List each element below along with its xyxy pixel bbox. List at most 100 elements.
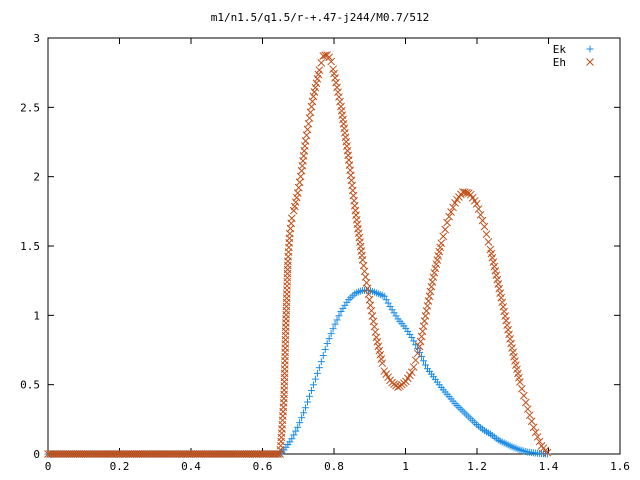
data-point	[252, 450, 261, 458]
data-point	[67, 450, 76, 458]
data-point	[394, 383, 402, 392]
data-point	[236, 450, 245, 458]
data-point	[312, 79, 321, 88]
data-point	[120, 450, 129, 458]
data-point	[171, 450, 180, 458]
data-point	[340, 124, 349, 133]
data-point	[105, 450, 113, 458]
data-point	[132, 450, 141, 458]
data-point	[281, 323, 290, 332]
data-point	[99, 450, 107, 458]
data-point	[521, 398, 530, 407]
data-point	[531, 428, 540, 437]
data-point	[89, 450, 98, 458]
data-point	[416, 337, 425, 346]
data-point	[77, 450, 86, 458]
data-point	[136, 450, 145, 458]
x-tick-label: 1	[402, 460, 409, 473]
data-point	[474, 205, 483, 213]
data-point	[371, 328, 380, 336]
data-point	[290, 431, 298, 439]
data-point	[313, 369, 321, 377]
data-point	[418, 353, 426, 361]
data-point	[447, 208, 455, 216]
y-tick-label: 1	[33, 309, 40, 322]
data-point	[423, 301, 432, 310]
data-point	[254, 450, 263, 458]
data-point	[338, 111, 347, 119]
x-tick-label: 0.6	[253, 460, 273, 473]
data-point	[91, 450, 100, 458]
data-point	[277, 429, 286, 438]
data-point	[238, 450, 247, 458]
data-point	[407, 368, 416, 377]
data-point	[410, 337, 418, 345]
data-point	[232, 450, 241, 458]
data-point	[314, 70, 323, 79]
data-point	[480, 222, 489, 231]
data-point	[304, 398, 312, 406]
data-point	[97, 450, 105, 458]
data-point	[44, 450, 52, 458]
data-point	[279, 399, 288, 407]
data-point	[57, 450, 66, 458]
data-point	[335, 312, 343, 320]
data-point	[335, 93, 343, 101]
data-point	[325, 53, 334, 62]
data-point	[211, 450, 219, 458]
data-point	[501, 312, 510, 320]
data-point	[298, 414, 306, 422]
data-point	[179, 450, 188, 458]
data-point	[515, 373, 523, 382]
data-point	[509, 348, 517, 357]
data-point	[497, 293, 506, 302]
data-point	[478, 216, 487, 225]
data-point	[230, 450, 239, 458]
data-point	[527, 417, 536, 426]
data-point	[504, 325, 512, 334]
data-point	[101, 450, 109, 458]
data-point	[373, 338, 382, 346]
data-point	[248, 450, 257, 458]
data-point	[124, 450, 133, 458]
data-point	[321, 345, 329, 353]
legend-marker	[586, 58, 594, 66]
data-point	[310, 88, 319, 96]
x-tick-label: 0.2	[110, 460, 130, 473]
data-point	[55, 450, 64, 458]
data-point	[535, 437, 544, 446]
data-point	[424, 297, 433, 305]
data-point	[329, 325, 337, 333]
data-point	[166, 450, 174, 458]
data-point	[420, 357, 428, 365]
x-tick-label: 1.4	[539, 460, 559, 473]
data-point	[193, 450, 202, 458]
data-point	[327, 57, 335, 66]
x-tick-label: 0.4	[181, 460, 201, 473]
data-point	[409, 363, 418, 371]
data-point	[363, 284, 372, 293]
data-point	[130, 450, 139, 458]
data-point	[496, 289, 505, 298]
data-point	[219, 450, 227, 458]
data-point	[213, 450, 221, 458]
series-ek	[44, 286, 551, 458]
data-point	[330, 69, 338, 78]
data-point	[533, 433, 542, 441]
data-point	[116, 450, 125, 458]
data-point	[369, 317, 378, 326]
data-point	[244, 450, 253, 458]
data-point	[225, 450, 233, 458]
data-point	[207, 450, 216, 458]
data-point	[126, 450, 135, 458]
data-point	[333, 83, 341, 92]
data-point	[420, 317, 429, 325]
data-point	[234, 450, 243, 458]
series-eh	[44, 51, 552, 458]
data-point	[436, 243, 445, 252]
data-point	[290, 202, 299, 211]
data-point	[256, 450, 265, 458]
data-point	[223, 450, 231, 458]
data-point	[85, 450, 94, 458]
data-point	[287, 219, 296, 228]
